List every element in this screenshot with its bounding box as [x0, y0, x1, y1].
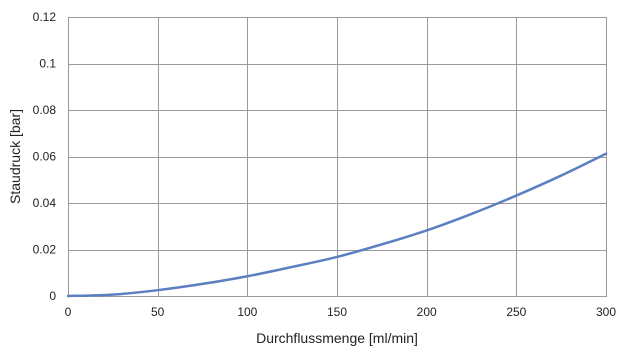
- y-tick-label: 0.04: [33, 196, 57, 210]
- y-tick-label: 0.12: [33, 10, 57, 24]
- y-tick-label: 0.06: [33, 150, 57, 164]
- x-axis-ticks: 0 50 100 150 200 250 300: [65, 305, 617, 319]
- x-tick-label: 50: [151, 305, 165, 319]
- series-line-0: [66, 152, 608, 298]
- y-tick-label: 0.08: [33, 103, 57, 117]
- x-tick-label: 300: [596, 305, 616, 319]
- x-tick-label: 100: [237, 305, 257, 319]
- y-tick-label: 0.02: [33, 243, 57, 257]
- y-axis-ticks: 0 0.02 0.04 0.06 0.08 0.1 0.12: [33, 10, 57, 303]
- x-axis-title: Durchflussmenge [ml/min]: [256, 330, 418, 346]
- plot-area-frame: [68, 17, 607, 297]
- series-layer: [66, 152, 608, 298]
- y-tick-label: 0.1: [39, 57, 56, 71]
- x-tick-label: 0: [65, 305, 72, 319]
- x-tick-label: 250: [506, 305, 526, 319]
- x-tick-label: 200: [417, 305, 437, 319]
- y-axis-title: Staudruck [bar]: [7, 109, 23, 204]
- x-tick-label: 150: [327, 305, 347, 319]
- grid: [68, 17, 607, 297]
- y-tick-label: 0: [49, 289, 56, 303]
